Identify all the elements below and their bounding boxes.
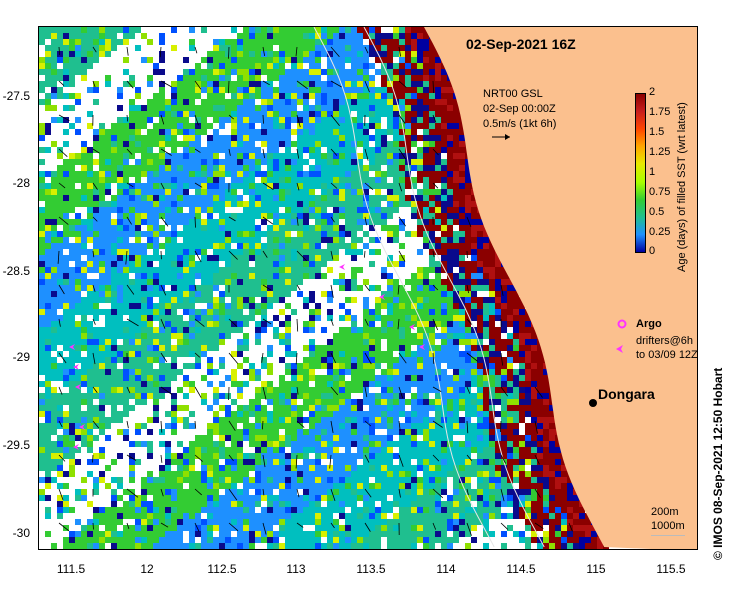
x-tick-label: 114 bbox=[436, 562, 456, 576]
colorbar-title: Age (days) of filled SST (wrt latest) bbox=[676, 102, 688, 272]
y-tick-label: -29.5 bbox=[2, 438, 30, 452]
reference-vector-arrow-icon bbox=[492, 134, 510, 140]
colorbar-tick-label: 0.25 bbox=[649, 226, 671, 238]
bathymetry-200m-label: 200m bbox=[651, 506, 679, 518]
drifter-track-marker bbox=[69, 344, 75, 350]
reference-vector-scale: 0.5m/s (1kt 6h) bbox=[483, 118, 557, 130]
drifter-track-marker bbox=[79, 424, 85, 430]
drifter-track-marker bbox=[73, 444, 79, 450]
colorbar-tick-label: 1.75 bbox=[649, 106, 671, 118]
colorbar-tick-label: 0.75 bbox=[649, 186, 671, 198]
place-label-dongara: Dongara bbox=[598, 386, 655, 402]
colorbar-tick-label: 1.5 bbox=[649, 126, 665, 138]
bathymetry-contour-sample bbox=[651, 535, 685, 536]
x-tick-label: 114.5 bbox=[506, 562, 536, 576]
colorbar-tick-label: 0.5 bbox=[649, 206, 665, 218]
drifter-track-marker bbox=[379, 294, 385, 300]
y-tick-label: -29 bbox=[12, 350, 30, 364]
drifter-track-marker bbox=[75, 384, 81, 390]
y-tick-label: -30 bbox=[12, 526, 30, 540]
drifter-track-marker bbox=[73, 364, 79, 370]
drifter-track-marker bbox=[419, 344, 425, 350]
colorbar bbox=[635, 93, 646, 253]
map-title: 02-Sep-2021 16Z bbox=[466, 36, 576, 52]
y-tick-label: -28 bbox=[12, 176, 30, 190]
sst-field bbox=[39, 27, 697, 549]
reference-vector-date: 02-Sep 00:00Z bbox=[483, 103, 556, 115]
x-tick-label: 12 bbox=[140, 562, 154, 576]
drifters-legend-time: to 03/09 12Z bbox=[636, 349, 698, 361]
x-tick-label: 113.5 bbox=[356, 562, 386, 576]
drifter-track-marker bbox=[339, 264, 345, 270]
colorbar-tick-label: 1 bbox=[649, 166, 656, 178]
x-tick-label: 111.5 bbox=[56, 562, 86, 576]
argo-float-icon bbox=[617, 319, 627, 329]
drifter-arrow-icon bbox=[616, 345, 623, 353]
colorbar-tick-label: 1.25 bbox=[649, 146, 671, 158]
drifter-track-marker bbox=[409, 324, 415, 330]
x-tick-label: 115.5 bbox=[656, 562, 686, 576]
drifters-legend-label: drifters@6h bbox=[636, 335, 694, 347]
bathymetry-1000m-label: 1000m bbox=[651, 520, 685, 532]
y-tick-label: -28.5 bbox=[2, 264, 30, 278]
colorbar-tick-label: 2 bbox=[649, 86, 656, 98]
x-tick-label: 112.5 bbox=[207, 562, 237, 576]
colorbar-tick-label: 0 bbox=[649, 245, 656, 257]
sst-map bbox=[38, 26, 698, 550]
credit-text: © IMOS 08-Sep-2021 12:50 Hobart bbox=[711, 367, 725, 560]
x-tick-label: 113 bbox=[286, 562, 306, 576]
argo-legend-label: Argo bbox=[636, 318, 662, 330]
x-tick-label: 115 bbox=[586, 562, 606, 576]
dongara-marker-icon bbox=[589, 399, 597, 407]
reference-vector-label: NRT00 GSL bbox=[483, 88, 543, 100]
y-tick-label: -27.5 bbox=[2, 89, 30, 103]
